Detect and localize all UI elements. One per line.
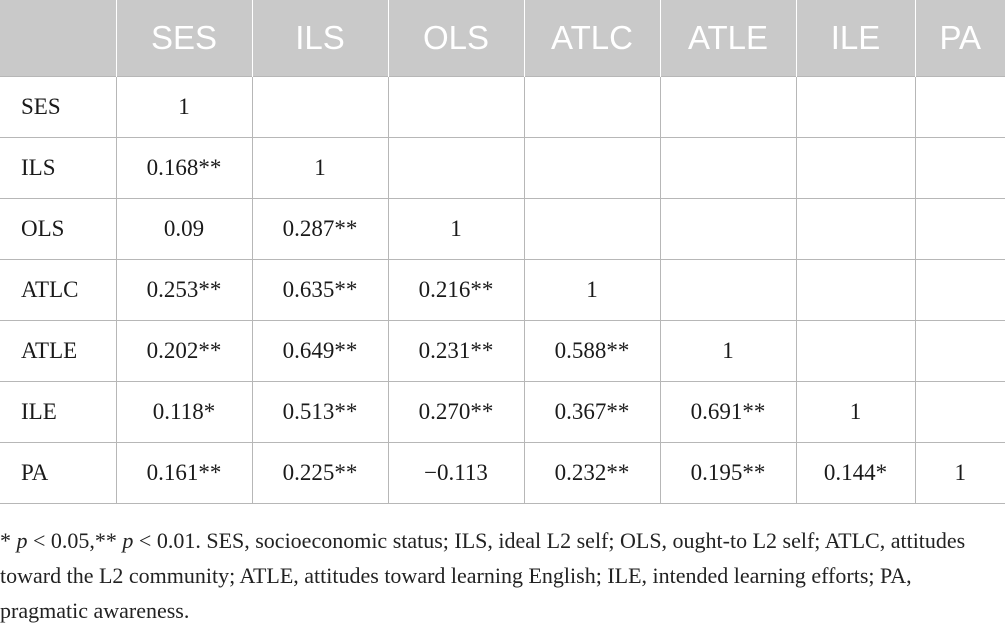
table-cell: 0.161**	[115, 442, 253, 504]
table-cell	[659, 137, 797, 199]
table-cell	[795, 320, 916, 382]
footnote-p-symbol: p	[16, 528, 28, 553]
table-cell	[795, 259, 916, 321]
table-cell	[659, 198, 797, 260]
table-cell: 0.691**	[659, 381, 797, 443]
table-cell: 1	[659, 320, 797, 382]
table-cell: 1	[523, 259, 661, 321]
table-cell	[659, 259, 797, 321]
table-footnote: * p < 0.05,** p < 0.01. SES, socioeconom…	[0, 523, 1000, 628]
row-label: ILS	[0, 137, 117, 199]
table-cell: 0.225**	[251, 442, 389, 504]
header-ile: ILE	[795, 0, 916, 77]
header-atle: ATLE	[659, 0, 797, 77]
table-cell	[795, 198, 916, 260]
header-ses: SES	[115, 0, 253, 77]
table-cell	[914, 259, 1005, 321]
table-cell: 0.270**	[387, 381, 525, 443]
table-cell: 1	[914, 442, 1005, 504]
table-cell: 1	[387, 198, 525, 260]
header-atlc: ATLC	[523, 0, 661, 77]
table-cell	[795, 137, 916, 199]
table-cell: 0.287**	[251, 198, 389, 260]
table-row: SES 1	[0, 76, 1005, 138]
table-cell: 0.231**	[387, 320, 525, 382]
header-ols: OLS	[387, 0, 525, 77]
table-cell: 0.253**	[115, 259, 253, 321]
table-cell	[387, 76, 525, 138]
table-cell: 0.202**	[115, 320, 253, 382]
correlation-table: SES ILS OLS ATLC ATLE ILE PA SES 1 ILS 0…	[0, 0, 1005, 504]
table-cell: 0.118*	[115, 381, 253, 443]
table-cell	[387, 137, 525, 199]
row-label: OLS	[0, 198, 117, 260]
table-cell	[523, 198, 661, 260]
table-cell: 1	[795, 381, 916, 443]
header-corner	[0, 0, 117, 77]
row-label: ATLE	[0, 320, 117, 382]
footnote-abbreviations: < 0.01. SES, socioeconomic status; ILS, …	[0, 528, 966, 623]
table-cell: 0.367**	[523, 381, 661, 443]
table-cell	[795, 76, 916, 138]
row-label: PA	[0, 442, 117, 504]
table-cell	[523, 76, 661, 138]
table-cell: 0.649**	[251, 320, 389, 382]
table-cell: −0.113	[387, 442, 525, 504]
row-label: ILE	[0, 381, 117, 443]
row-label: SES	[0, 76, 117, 138]
table-cell: 0.144*	[795, 442, 916, 504]
table-cell	[914, 320, 1005, 382]
table-row: ILE 0.118* 0.513** 0.270** 0.367** 0.691…	[0, 381, 1005, 443]
table-cell: 0.168**	[115, 137, 253, 199]
footnote-p-symbol: p	[122, 528, 134, 553]
table-cell	[914, 381, 1005, 443]
table-cell	[914, 137, 1005, 199]
table-cell	[523, 137, 661, 199]
table-cell: 0.588**	[523, 320, 661, 382]
footnote-sig1-prefix: *	[0, 528, 17, 553]
table-cell: 1	[115, 76, 253, 138]
table-cell: 0.232**	[523, 442, 661, 504]
table-row: ATLC 0.253** 0.635** 0.216** 1	[0, 259, 1005, 321]
table-row: OLS 0.09 0.287** 1	[0, 198, 1005, 260]
table-cell	[914, 198, 1005, 260]
header-pa: PA	[914, 0, 1005, 77]
row-label: ATLC	[0, 259, 117, 321]
table-cell: 0.09	[115, 198, 253, 260]
table-row: ILS 0.168** 1	[0, 137, 1005, 199]
table-cell	[914, 76, 1005, 138]
table-row: PA 0.161** 0.225** −0.113 0.232** 0.195*…	[0, 442, 1005, 504]
table-cell: 0.216**	[387, 259, 525, 321]
table-cell: 0.635**	[251, 259, 389, 321]
table-cell: 1	[251, 137, 389, 199]
table-row: ATLE 0.202** 0.649** 0.231** 0.588** 1	[0, 320, 1005, 382]
table-cell	[251, 76, 389, 138]
table-cell: 0.195**	[659, 442, 797, 504]
footnote-sig1-text: < 0.05,**	[27, 528, 123, 553]
header-row: SES ILS OLS ATLC ATLE ILE PA	[0, 0, 1005, 77]
table-cell	[659, 76, 797, 138]
header-ils: ILS	[251, 0, 389, 77]
table-cell: 0.513**	[251, 381, 389, 443]
